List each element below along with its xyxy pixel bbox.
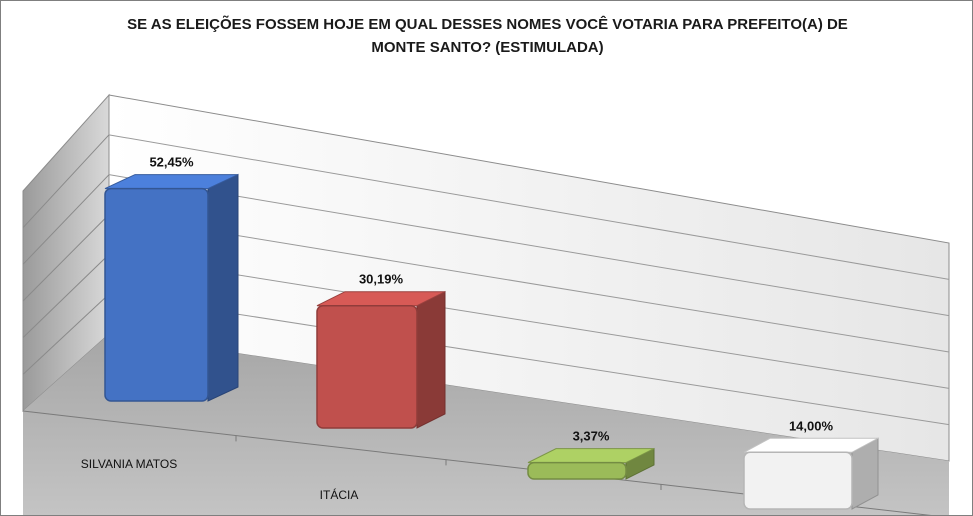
bars-group	[104, 173, 879, 510]
bar-side-face	[207, 173, 239, 402]
bar-4	[743, 437, 879, 510]
gridline-back	[108, 253, 950, 389]
bar-1	[104, 173, 239, 402]
gridline-side	[22, 214, 110, 302]
bar-front-face	[104, 187, 209, 402]
labels-group: 52,45% 30,19% 3,37% 14,00% SILVANIA MATOS ITÁ…	[81, 155, 834, 502]
floor	[23, 334, 949, 515]
category-label-2: ITÁCIA	[320, 487, 359, 502]
value-label-3: 3,37%	[573, 429, 610, 444]
value-label-4: 14,00%	[789, 418, 834, 433]
gridline-side	[22, 134, 110, 229]
chart-title: SE AS ELEIÇÕES FOSSEM HOJE EM QUAL DESSE…	[1, 13, 972, 59]
bar-side-face	[416, 290, 446, 429]
gridline-side	[22, 293, 110, 375]
bar-2	[316, 290, 446, 429]
gridline-back	[108, 214, 950, 353]
chart-title-line-2: MONTE SANTO? (ESTIMULADA)	[371, 39, 604, 56]
gridline-back	[108, 134, 950, 280]
bar-front-face	[527, 461, 627, 480]
category-label-1: SILVANIA MATOS	[81, 457, 177, 471]
gridline-side	[22, 174, 110, 265]
chart-title-line-1: SE AS ELEIÇÕES FOSSEM HOJE EM QUAL DESSE…	[127, 16, 848, 33]
gridline-back	[108, 174, 950, 317]
value-label-1: 52,45%	[149, 155, 194, 170]
gridline-side	[22, 253, 110, 339]
gridline-back	[108, 293, 950, 426]
value-label-2: 30,19%	[359, 272, 404, 287]
bar-front-face	[743, 451, 853, 510]
chart-walls	[22, 93, 950, 515]
bar-3	[527, 447, 655, 480]
bar-front-face	[316, 304, 418, 429]
